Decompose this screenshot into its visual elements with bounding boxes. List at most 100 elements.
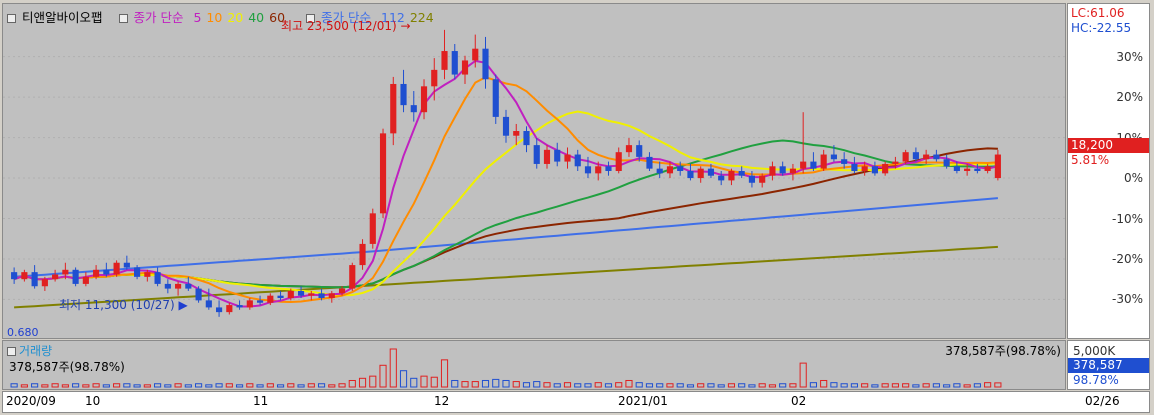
volume-bar[interactable]	[932, 383, 940, 388]
candle[interactable]	[410, 91, 417, 122]
candle[interactable]	[154, 267, 161, 287]
volume-bar[interactable]	[563, 382, 572, 388]
volume-bar[interactable]	[492, 378, 500, 388]
candle[interactable]	[236, 300, 243, 310]
candle[interactable]	[420, 79, 428, 120]
legend-ma-group[interactable]: 종가 단순 5 10 20 40 60	[118, 10, 297, 25]
candle[interactable]	[574, 149, 581, 171]
volume-bar[interactable]	[389, 348, 397, 388]
volume-bar[interactable]	[891, 383, 899, 388]
candle[interactable]	[215, 300, 223, 317]
candle[interactable]	[277, 290, 284, 301]
candle[interactable]	[256, 295, 264, 306]
candle[interactable]	[953, 161, 960, 174]
candle[interactable]	[195, 286, 202, 303]
candle[interactable]	[338, 286, 346, 296]
candle[interactable]	[308, 290, 315, 301]
candle[interactable]	[349, 262, 356, 291]
candle[interactable]	[902, 149, 909, 164]
volume-bar[interactable]	[481, 379, 490, 388]
candle[interactable]	[379, 128, 387, 219]
candle[interactable]	[134, 265, 141, 280]
volume-bar[interactable]	[348, 379, 356, 388]
volume-bar[interactable]	[902, 383, 910, 388]
volume-bar[interactable]	[307, 383, 315, 388]
volume-bar[interactable]	[594, 382, 602, 388]
candle[interactable]	[943, 154, 950, 169]
volume-bar[interactable]	[10, 383, 18, 388]
volume-bar[interactable]	[953, 383, 961, 388]
candle[interactable]	[554, 142, 561, 167]
volume-bar[interactable]	[676, 383, 684, 388]
volume-bar[interactable]	[113, 383, 121, 388]
volume-bar[interactable]	[830, 382, 838, 388]
volume-bar[interactable]	[20, 384, 28, 388]
volume-bar[interactable]	[451, 379, 459, 388]
volume-bar[interactable]	[215, 383, 223, 388]
volume-bar[interactable]	[799, 362, 807, 388]
volume-bar[interactable]	[922, 383, 930, 388]
volume-bar[interactable]	[512, 381, 520, 388]
candle[interactable]	[318, 288, 325, 301]
candle[interactable]	[636, 140, 643, 162]
volume-bar[interactable]	[328, 384, 336, 388]
candle[interactable]	[52, 269, 59, 282]
volume-bar[interactable]	[174, 383, 182, 388]
volume-bar[interactable]	[522, 382, 531, 388]
volume-bar[interactable]	[276, 384, 285, 388]
volume-bar[interactable]	[758, 383, 766, 388]
candle[interactable]	[820, 149, 827, 171]
candle[interactable]	[625, 138, 633, 157]
volume-bar[interactable]	[789, 383, 797, 388]
candle[interactable]	[748, 171, 756, 188]
candle[interactable]	[390, 76, 397, 146]
volume-bar[interactable]	[266, 383, 274, 388]
candle[interactable]	[31, 265, 38, 289]
volume-bar[interactable]	[297, 384, 305, 388]
candle[interactable]	[82, 272, 89, 287]
candle[interactable]	[164, 279, 171, 294]
candle[interactable]	[492, 74, 499, 124]
volume-bar[interactable]	[399, 370, 408, 388]
candle[interactable]	[605, 161, 612, 176]
candle[interactable]	[123, 255, 130, 270]
volume-bar[interactable]	[984, 382, 992, 388]
volume-bar[interactable]	[707, 383, 715, 388]
checkbox-icon[interactable]	[7, 14, 16, 23]
volume-bar[interactable]	[420, 375, 428, 388]
volume-panel[interactable]: 거래량 378,587주(98.78%) 378,587주(98.78%)	[2, 340, 1066, 390]
candle[interactable]	[718, 171, 725, 186]
volume-bar[interactable]	[92, 383, 100, 388]
candle[interactable]	[400, 69, 407, 113]
volume-bar[interactable]	[615, 382, 623, 388]
volume-bar[interactable]	[850, 383, 858, 388]
price-chart-panel[interactable]: 티앤알바이오팹 종가 단순 5 10 20 40 60 종가 단순 112 224 최고 …	[2, 3, 1066, 339]
volume-bar[interactable]	[225, 383, 233, 388]
volume-bar[interactable]	[881, 383, 889, 388]
candle[interactable]	[11, 267, 18, 284]
candle[interactable]	[984, 163, 991, 174]
candle[interactable]	[779, 161, 786, 176]
volume-bar[interactable]	[943, 384, 951, 388]
legend-ma2-group[interactable]: 종가 단순 112 224	[306, 10, 445, 25]
volume-bar[interactable]	[840, 383, 848, 388]
candle[interactable]	[431, 58, 438, 101]
volume-bar[interactable]	[717, 384, 725, 388]
volume-bar[interactable]	[256, 384, 264, 388]
candle[interactable]	[687, 163, 694, 181]
volume-bar[interactable]	[369, 375, 377, 388]
candle[interactable]	[677, 161, 684, 176]
volume-bar[interactable]	[410, 377, 418, 388]
volume-bar[interactable]	[912, 384, 920, 388]
candle[interactable]	[707, 163, 715, 179]
candle[interactable]	[994, 149, 1001, 181]
candle[interactable]	[533, 138, 540, 169]
candle[interactable]	[21, 269, 28, 282]
volume-bar[interactable]	[748, 384, 756, 388]
candle[interactable]	[646, 152, 653, 171]
volume-bar[interactable]	[123, 383, 131, 388]
volume-bar[interactable]	[195, 383, 203, 388]
candle[interactable]	[441, 29, 448, 80]
candle[interactable]	[759, 173, 766, 188]
candle[interactable]	[964, 163, 971, 176]
